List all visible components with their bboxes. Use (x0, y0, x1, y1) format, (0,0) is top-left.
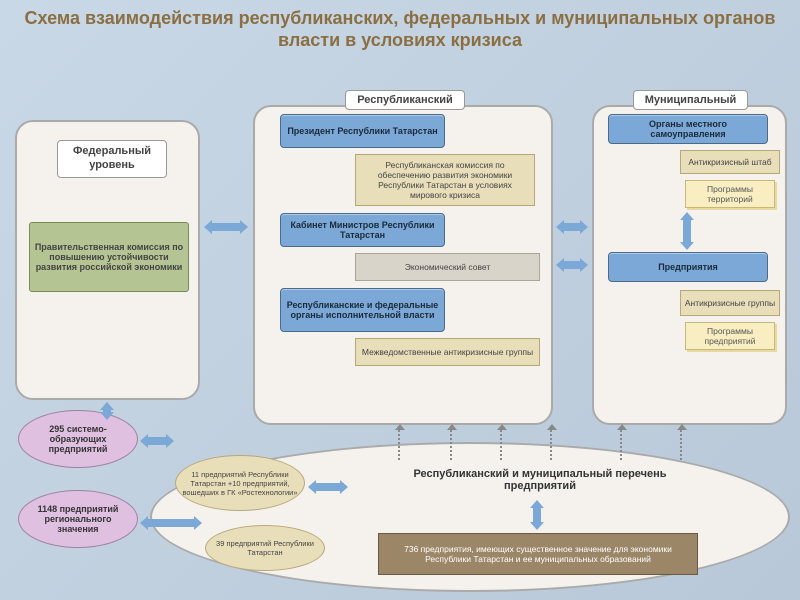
arrow-pink-beige-1 (140, 434, 174, 448)
arrow-pink-beige-2 (140, 516, 202, 530)
municipal-anticrisis-hq-box: Антикризисный штаб (680, 150, 780, 174)
municipal-territory-prog-box: Программы территорий (685, 180, 775, 208)
dot-arrow-3 (500, 430, 502, 460)
tatarstan-11-ellipse: 11 предприятий Республики Татарстан +10 … (175, 455, 305, 511)
diagram-title: Схема взаимодействия республиканских, фе… (0, 8, 800, 51)
federal-column: Федеральный уровень Правительственная ко… (15, 120, 200, 400)
municipal-header: Муниципальный (633, 90, 748, 110)
republic-header: Республиканский (345, 90, 465, 110)
arrow-brown-up (530, 500, 544, 530)
republic-crisis-commission-box: Республиканская комиссия по обеспечению … (355, 154, 535, 206)
arrow-rep-mun-mid (556, 258, 588, 272)
federal-commission-box: Правительственная комиссия по повышению … (29, 222, 189, 292)
municipal-local-gov-box: Органы местного самоуправления (608, 114, 768, 144)
dot-arrow-4 (550, 430, 552, 460)
dot-arrow-1 (398, 430, 400, 460)
republic-president-box: Президент Республики Татарстан (280, 114, 445, 148)
dot-arrow-5 (620, 430, 622, 460)
dot-arrow-6 (680, 430, 682, 460)
republic-cabinet-box: Кабинет Министров Республики Татарстан (280, 213, 445, 247)
sys-enterprises-ellipse: 295 системо-образующих предприятий (18, 410, 138, 468)
municipal-anticrisis-groups-box: Антикризисные группы (680, 290, 780, 316)
tatarstan-39-ellipse: 39 предприятий Республики Татарстан (205, 525, 325, 571)
republic-exec-bodies-box: Республиканские и федеральные органы исп… (280, 288, 445, 332)
arrow-fed-rep (204, 220, 248, 234)
enterprises-736-box: 736 предприятия, имеющих существенное зн… (378, 533, 698, 575)
municipal-enterprises-box: Предприятия (608, 252, 768, 282)
dot-arrow-2 (450, 430, 452, 460)
republic-econ-council-box: Экономический совет (355, 253, 540, 281)
arrow-fed-down (100, 402, 114, 420)
arrow-beige-main (308, 480, 348, 494)
arrow-mun-v1 (680, 212, 694, 250)
arrow-rep-mun-top (556, 220, 588, 234)
republic-interdep-groups-box: Межведомственные антикризисные группы (355, 338, 540, 366)
federal-header: Федеральный уровень (57, 140, 167, 178)
main-list-label: Республиканский и муниципальный перечень… (400, 468, 680, 492)
municipal-enterprise-prog-box: Программы предприятий (685, 322, 775, 350)
regional-enterprises-ellipse: 1148 предприятий регионального значения (18, 490, 138, 548)
